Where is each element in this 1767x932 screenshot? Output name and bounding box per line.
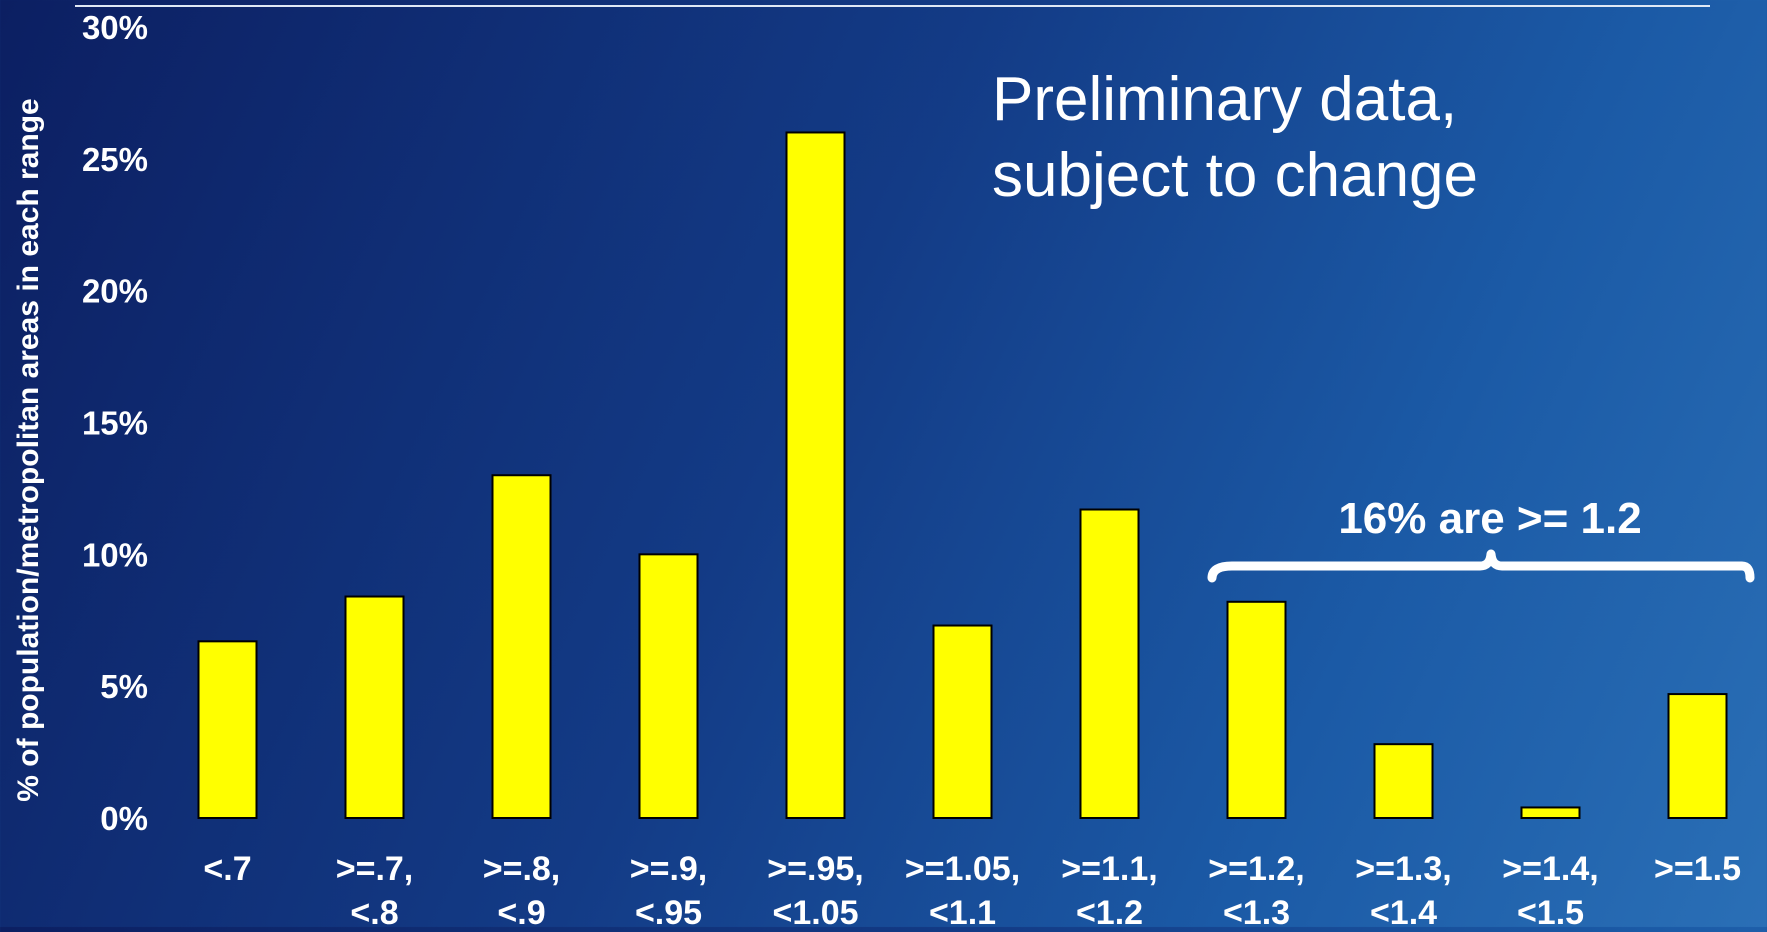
y-tick-label: 5% bbox=[100, 668, 148, 705]
x-tick-label: >=1.5 bbox=[1654, 850, 1741, 888]
y-axis-ticks: 0% 5% 10% 15% 20% 25% 30% bbox=[82, 9, 148, 837]
x-tick-label: <.7 bbox=[203, 850, 251, 888]
x-axis-tick-labels: <.7 >=.7, <.8 >=.8, <.9 >=.9, <.95 >=.95, <1.05 >… bbox=[203, 850, 1741, 932]
bars bbox=[197, 131, 1728, 820]
x-tick-label: >=1.4, <1.5 bbox=[1502, 850, 1598, 927]
bar bbox=[344, 595, 405, 820]
y-tick-label: 0% bbox=[100, 800, 148, 837]
x-tick-label: >=.9, <.95 bbox=[630, 850, 708, 927]
x-tick-label: >=1.3, <1.4 bbox=[1355, 850, 1451, 927]
y-tick-label: 10% bbox=[82, 536, 148, 573]
bar bbox=[1373, 743, 1434, 820]
bar bbox=[638, 553, 699, 819]
bar bbox=[491, 474, 552, 819]
x-tick-label: >=.7, <.8 bbox=[336, 850, 414, 927]
y-tick-label: 15% bbox=[82, 405, 148, 442]
x-tick-label: >=1.1, <1.2 bbox=[1061, 850, 1157, 927]
bar bbox=[1667, 693, 1728, 819]
x-tick-label: >=1.05, <1.1 bbox=[905, 850, 1020, 927]
bar bbox=[197, 640, 258, 819]
bar bbox=[932, 624, 993, 819]
bar bbox=[1226, 600, 1287, 819]
y-axis-label: % of population/metropolitan areas in ea… bbox=[12, 98, 45, 801]
x-tick-label: >=1.2, <1.3 bbox=[1208, 850, 1304, 927]
x-tick-label: >=.95, <1.05 bbox=[767, 850, 863, 927]
y-tick-label: 20% bbox=[82, 273, 148, 310]
y-tick-label: 25% bbox=[82, 141, 148, 178]
preliminary-note-line-2: subject to change bbox=[992, 141, 1478, 210]
bar bbox=[785, 131, 846, 819]
preliminary-note-line-1: Preliminary data, bbox=[992, 65, 1457, 134]
y-tick-label: 30% bbox=[82, 9, 148, 46]
bar bbox=[1520, 806, 1581, 819]
brace-label: 16% are >= 1.2 bbox=[1338, 494, 1641, 543]
bar bbox=[1079, 508, 1140, 819]
brace-icon bbox=[1207, 549, 1755, 583]
x-tick-label: >=.8, <.9 bbox=[483, 850, 561, 927]
